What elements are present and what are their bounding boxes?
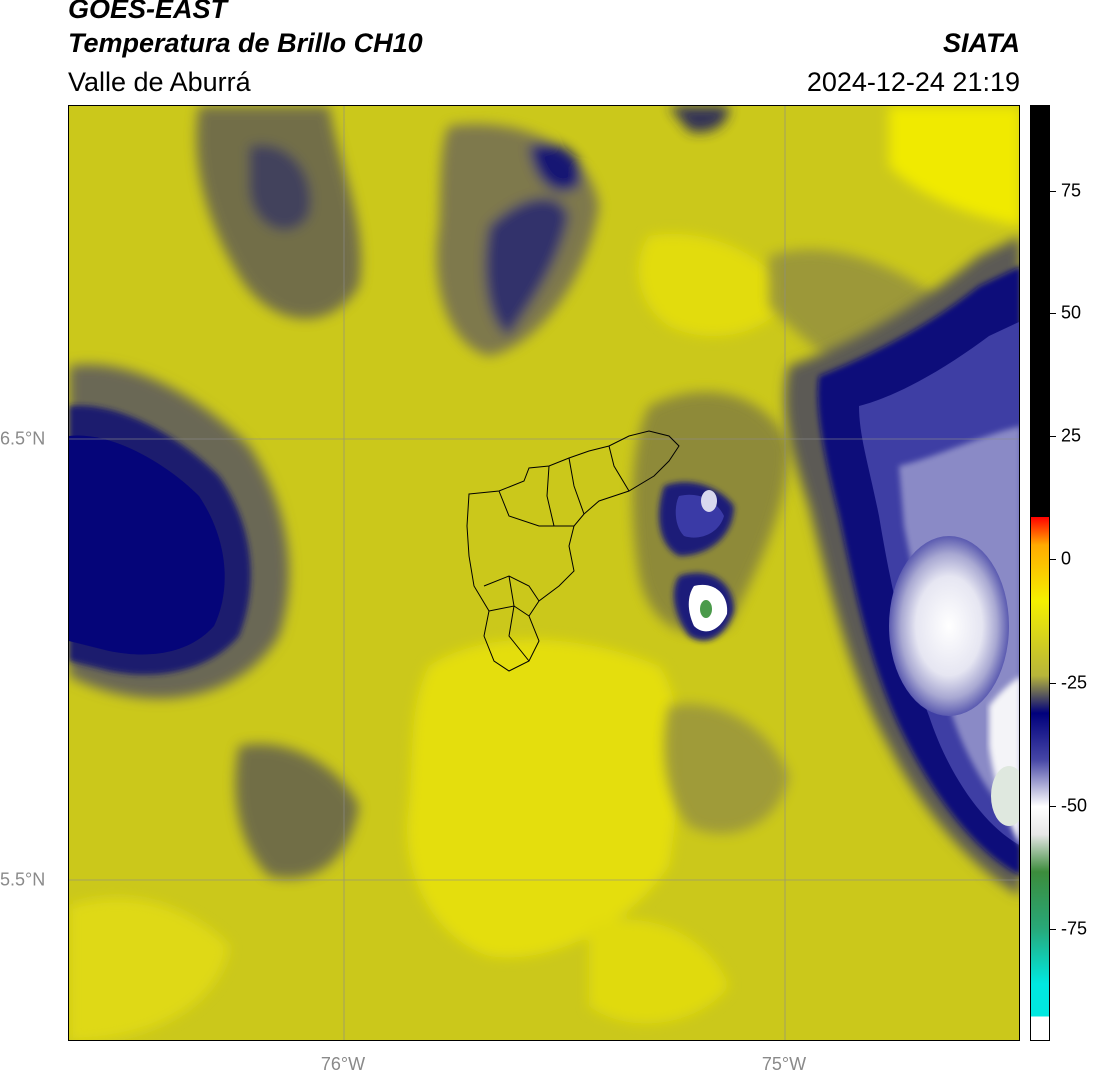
colorbar-label: 0 — [1061, 548, 1072, 569]
organization-label: SIATA — [943, 28, 1020, 58]
cool-bands — [196, 106, 957, 879]
gridlines — [69, 106, 1019, 1040]
central-cells — [659, 482, 734, 641]
colorbar-tick — [1050, 191, 1056, 192]
colorbar-label: -50 — [1061, 795, 1088, 816]
colorbar-label: 50 — [1061, 302, 1082, 323]
colorbar-tick — [1050, 929, 1056, 930]
eastern-convective-system — [785, 236, 1019, 895]
colorbar-label: -25 — [1061, 672, 1088, 693]
colorbar-tick — [1050, 559, 1056, 560]
longitude-label: 76°W — [320, 1054, 366, 1074]
satellite-title: GOES-EAST — [68, 0, 228, 24]
cold-core — [889, 536, 1009, 716]
western-cloud — [69, 364, 289, 699]
colorbar — [1030, 105, 1050, 1041]
colorbar-tick — [1050, 683, 1056, 684]
valley-boundary — [466, 430, 680, 672]
colorbar-tick — [1050, 806, 1056, 807]
coldest-cell — [700, 600, 712, 618]
colorbar-label: 25 — [1061, 425, 1082, 446]
region-title: Valle de Aburrá — [68, 67, 251, 97]
colorbar-tick — [1050, 436, 1056, 437]
brightness-temperature-field — [69, 106, 1019, 1040]
satellite-map — [68, 105, 1020, 1041]
product-title: Temperatura de Brillo CH10 — [68, 28, 423, 58]
datetime-label: 2024-12-24 21:19 — [806, 67, 1020, 97]
colorbar-label: 75 — [1061, 180, 1082, 201]
latitude-label: 5.5°N — [0, 869, 46, 890]
colorbar-tick — [1050, 313, 1056, 314]
warm-regions — [69, 106, 1019, 1040]
latitude-label: 6.5°N — [0, 428, 46, 449]
longitude-label: 75°W — [761, 1054, 807, 1074]
colorbar-label: -75 — [1061, 918, 1088, 939]
